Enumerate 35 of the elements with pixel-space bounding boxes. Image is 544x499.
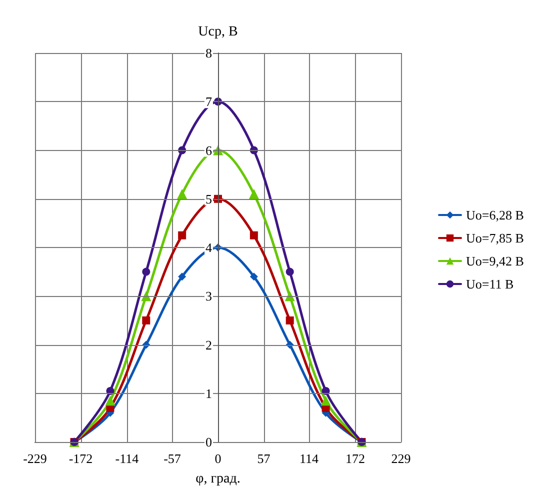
y-tick-label: 1 [206, 386, 212, 401]
y-tick-label: 2 [206, 337, 212, 352]
point [178, 231, 186, 240]
x-tick-label: 57 [257, 451, 271, 466]
point [286, 268, 294, 276]
y-tick-label: 3 [206, 288, 212, 304]
point [250, 272, 258, 281]
point [177, 189, 188, 200]
x-tick-label: -57 [164, 451, 182, 466]
point [142, 268, 150, 276]
y-tick-label: 4 [206, 240, 212, 255]
legend-label: Uo=11 В [466, 276, 514, 292]
y-tick-label: 7 [206, 94, 212, 110]
point [178, 272, 186, 281]
y-tick-label: 0 [206, 434, 212, 450]
x-tick-label: 114 [300, 451, 320, 466]
legend-label: Uo=9,42 В [466, 254, 524, 268]
x-tick-label: 229 [391, 451, 411, 466]
legend-label: Uo=6,28 В [466, 208, 524, 222]
x-tick-label: -114 [115, 451, 140, 466]
legend-label: Uo=7,85 В [466, 230, 524, 246]
x-axis-title: φ, град. [196, 472, 240, 486]
point [286, 316, 294, 324]
point [250, 231, 258, 240]
x-tick-label: -172 [68, 451, 93, 466]
y-tick-label: 8 [206, 46, 212, 60]
y-tick-label: 5 [206, 191, 212, 206]
y-tick-label: 6 [206, 142, 212, 158]
point [320, 396, 331, 406]
point [105, 396, 116, 406]
point [248, 189, 259, 200]
y-axis-title: Uср, В [198, 24, 238, 40]
point [142, 316, 150, 324]
x-tick-label: -229 [23, 451, 47, 466]
x-tick-label: 172 [346, 451, 365, 466]
